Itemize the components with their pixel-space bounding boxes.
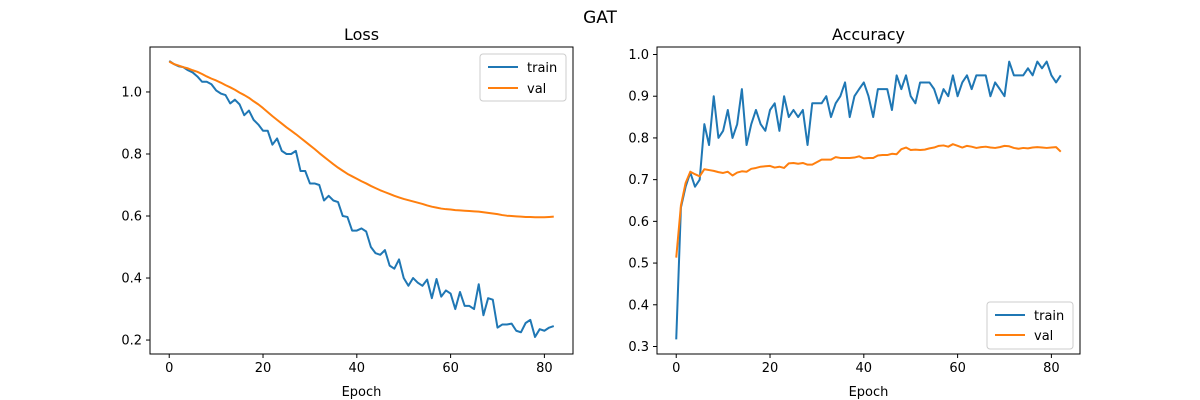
- loss-series-train-line: [168, 60, 555, 338]
- accuracy-y-tick-label: 0.5: [628, 257, 649, 272]
- accuracy-x-tick-label: 40: [856, 361, 873, 376]
- accuracy-y-tick-label: 0.3: [628, 340, 649, 355]
- accuracy-x-tick-label: 20: [762, 361, 779, 376]
- loss-x-axis-label: Epoch: [342, 385, 382, 400]
- loss-y-tick-label: 0.2: [121, 334, 142, 349]
- loss-axes-frame: [149, 46, 574, 355]
- accuracy-y-tick-label: 0.8: [628, 131, 649, 146]
- accuracy-series-train-line: [675, 60, 1062, 340]
- accuracy-chart-title: Accuracy: [832, 25, 905, 44]
- accuracy-legend-val-label: val: [1034, 329, 1053, 344]
- loss-x-tick-label: 0: [165, 361, 173, 376]
- figure-title: GAT: [583, 8, 617, 28]
- loss-legend-box: [479, 53, 567, 102]
- accuracy-x-tick-label: 0: [672, 361, 680, 376]
- loss-series-val-line: [168, 60, 554, 219]
- loss-chart-title: Loss: [344, 25, 379, 44]
- loss-y-tick-label: 0.8: [121, 147, 142, 162]
- accuracy-series-val-line: [675, 143, 1062, 258]
- accuracy-axes-frame: [656, 46, 1081, 355]
- loss-y-tick-label: 0.4: [121, 272, 142, 287]
- loss-x-tick-label: 60: [442, 361, 459, 376]
- accuracy-legend: train val: [986, 301, 1074, 350]
- loss-legend-val-label: val: [527, 82, 546, 97]
- accuracy-x-axis-label: Epoch: [849, 385, 889, 400]
- accuracy-legend-box: [986, 301, 1074, 350]
- loss-legend-train-label: train: [527, 61, 557, 76]
- loss-legend: train val: [479, 53, 567, 102]
- accuracy-legend-train-label: train: [1034, 309, 1064, 324]
- loss-x-tick-label: 20: [255, 361, 272, 376]
- accuracy-y-tick-label: 1.0: [628, 48, 649, 63]
- loss-plot-area: [168, 60, 555, 338]
- accuracy-y-tick-label: 0.6: [628, 215, 649, 230]
- accuracy-x-tick-label: 60: [949, 361, 966, 376]
- accuracy-y-tick-label: 0.9: [628, 90, 649, 105]
- accuracy-x-tick-label: 80: [1043, 361, 1060, 376]
- accuracy-y-tick-label: 0.7: [628, 173, 649, 188]
- loss-y-tick-label: 1.0: [121, 85, 142, 100]
- loss-x-tick-label: 40: [349, 361, 366, 376]
- accuracy-plot-area: [675, 60, 1062, 340]
- loss-x-tick-label: 80: [536, 361, 553, 376]
- loss-chart: Loss Epoch train val 0 20 40 60 80 0.2 0.4 0.6 0…: [121, 25, 574, 400]
- accuracy-chart: Accuracy Epoch train val 0 20 40 60 80 0.3 0.4…: [628, 25, 1081, 400]
- loss-y-tick-label: 0.6: [121, 210, 142, 225]
- accuracy-y-tick-label: 0.4: [628, 298, 649, 313]
